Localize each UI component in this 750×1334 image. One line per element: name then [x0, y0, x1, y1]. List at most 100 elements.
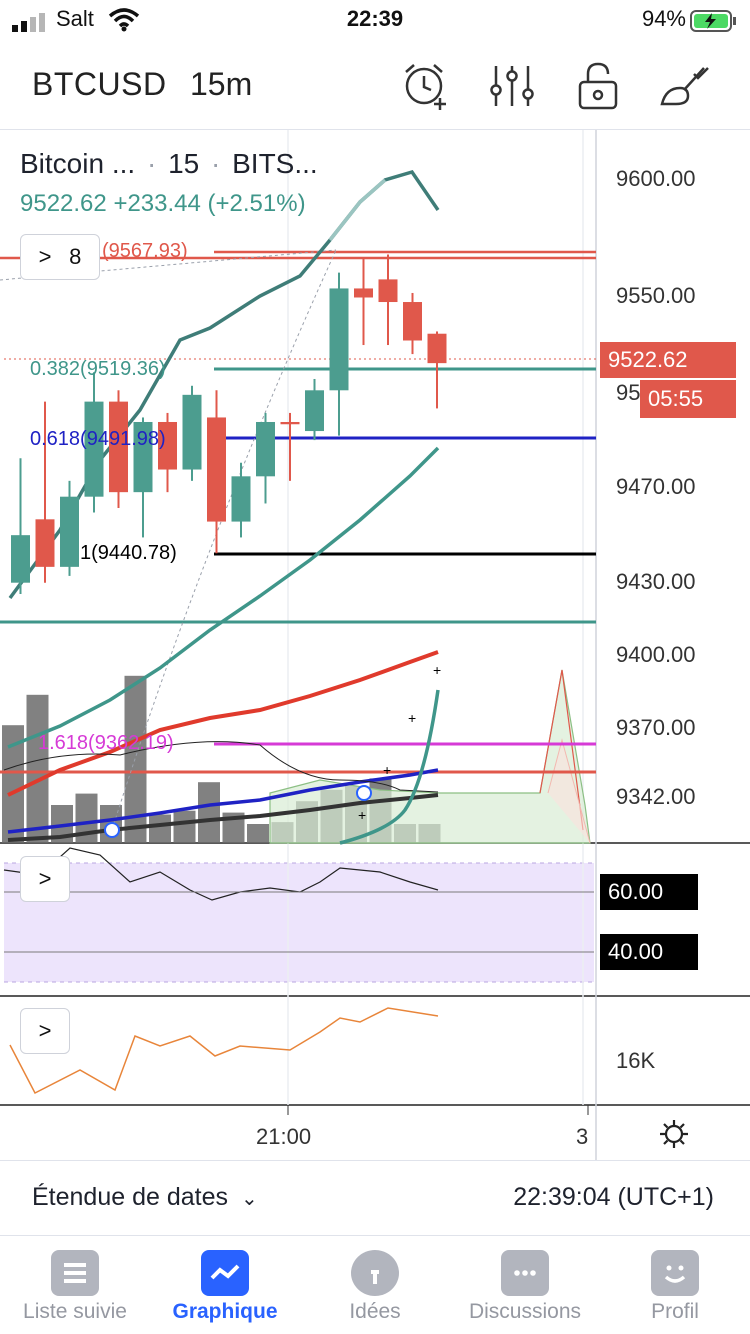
collapse-indicators-button[interactable]: > 8 — [20, 234, 100, 280]
rsi-line — [3, 847, 439, 901]
last-price-tag: 9522.62 — [600, 342, 736, 378]
nav-label: Profil — [651, 1300, 699, 1323]
wifi-icon — [108, 8, 140, 32]
candle-body — [182, 394, 202, 470]
rsi-lower-tag: 40.00 — [600, 934, 698, 970]
chart-icon — [201, 1250, 249, 1296]
date-range-label: Étendue de dates — [32, 1183, 228, 1211]
lower-band-line — [7, 446, 440, 749]
date-range-button[interactable]: Étendue de dates ⌄ — [32, 1183, 258, 1212]
alarm-add-icon[interactable] — [400, 60, 452, 112]
battery-charging-icon — [690, 10, 736, 32]
unlock-icon[interactable] — [572, 60, 624, 112]
thin-black-line — [3, 741, 439, 793]
rsi-band — [4, 863, 594, 982]
legend-last-price: 9522.62 — [20, 190, 107, 217]
candle-body — [133, 421, 153, 493]
candle-body — [280, 421, 300, 425]
volume-bar — [124, 675, 147, 843]
candle-body — [403, 302, 422, 341]
price-axis-label: 95 — [616, 380, 641, 405]
volume-pane-toggle-button[interactable]: > — [20, 1008, 70, 1054]
nav-ideas[interactable]: Idées — [300, 1236, 450, 1334]
chart-settings-gear-icon[interactable] — [658, 1118, 690, 1150]
bottom-navigation: Liste suivie Graphique Idées Discussions… — [0, 1236, 750, 1334]
chart-header: BTCUSD 15m — [0, 44, 750, 130]
candle-body — [231, 476, 251, 522]
price-axis-label: 9400.00 — [616, 642, 696, 667]
red-ma-line — [7, 650, 439, 797]
cellular-signal-icon — [12, 13, 45, 32]
nav-chart[interactable]: Graphique — [150, 1236, 300, 1334]
chevron-down-icon: ⌄ — [240, 1188, 258, 1210]
time-axis-label: 21:00 — [256, 1124, 312, 1149]
candle-body — [256, 421, 275, 477]
lightbulb-icon — [351, 1250, 399, 1296]
candle-body — [329, 288, 349, 391]
interval-button[interactable]: 15m — [190, 66, 253, 102]
nav-watchlist[interactable]: Liste suivie — [0, 1236, 150, 1334]
legend-change: +233.44 — [113, 190, 201, 217]
candle-body — [109, 401, 128, 493]
chat-bubble-icon — [501, 1250, 549, 1296]
candle-body — [60, 496, 79, 567]
chevron-right-icon: > — [38, 1018, 52, 1043]
candle-body — [305, 390, 324, 432]
candle-countdown-tag: 05:55 — [640, 380, 736, 418]
blue-ma-line — [7, 768, 439, 834]
volume-bar — [173, 810, 196, 843]
carrier-name: Salt — [56, 6, 94, 31]
candle-body — [84, 401, 104, 497]
chart-legend[interactable]: Bitcoin ... · 15 · BITS... 9522.62 +233.… — [20, 148, 318, 218]
indicator-count: 8 — [69, 244, 82, 269]
fib-label-0: (9567.93) — [102, 240, 188, 262]
time-axis-label: 3 — [576, 1124, 589, 1149]
svg-text:+: + — [408, 710, 416, 726]
nav-profile[interactable]: Profil — [600, 1236, 750, 1334]
volume-bar — [198, 782, 220, 843]
timezone-clock[interactable]: 22:39:04 (UTC+1) — [513, 1183, 714, 1211]
candle-body — [11, 535, 30, 583]
volume-bar — [247, 824, 269, 843]
price-axis-label: 9550.00 — [616, 283, 696, 308]
black-ma-line — [7, 793, 439, 842]
volume-bar — [2, 725, 24, 843]
legend-title[interactable]: Bitcoin ... · 15 · BITS... — [20, 148, 318, 179]
price-chart[interactable]: + + + + — [0, 130, 750, 1160]
fib-label-0382: 0.382(9519.36) — [30, 358, 166, 380]
chart-area[interactable]: + + + + Bitcoin ... · 15 · BITS... 9522.… — [0, 130, 750, 1160]
svg-text:+: + — [433, 662, 441, 678]
volume-bar — [26, 694, 49, 843]
price-axis-label: 9370.00 — [616, 715, 696, 740]
rsi-pane-toggle-button[interactable]: > — [20, 856, 70, 902]
nav-label: Idées — [349, 1300, 401, 1323]
candle-body — [35, 519, 55, 567]
legend-symbol-name: Bitcoin ... — [20, 148, 136, 179]
price-axis-label: 9600.00 — [616, 166, 696, 191]
watchlist-icon — [51, 1250, 99, 1296]
drawing-brush-icon[interactable] — [658, 60, 710, 112]
date-range-bar: Étendue de dates ⌄ 22:39:04 (UTC+1) — [0, 1160, 750, 1236]
nav-label: Liste suivie — [23, 1300, 127, 1323]
legend-exchange: BITS... — [232, 148, 318, 179]
candle-body — [427, 333, 447, 364]
legend-change-pct: (+2.51%) — [207, 190, 306, 217]
nav-label: Graphique — [172, 1300, 278, 1323]
candles — [11, 254, 447, 595]
rsi-upper-tag: 60.00 — [600, 874, 698, 910]
legend-interval: 15 — [168, 148, 200, 179]
svg-text:+: + — [358, 807, 366, 823]
fib-label-0618: 0.618(9491.98) — [30, 428, 166, 450]
candle-body — [207, 417, 226, 522]
fib-label-1618: 1.618(9362.19) — [38, 732, 174, 754]
volume-line — [9, 1007, 439, 1095]
price-axis-label: 9342.00 — [616, 784, 696, 809]
status-time: 22:39 — [346, 6, 404, 31]
fib-label-1: 1(9440.78) — [80, 542, 177, 564]
indicators-sliders-icon[interactable] — [486, 60, 538, 112]
price-axis-label: 9430.00 — [616, 569, 696, 594]
nav-discussions[interactable]: Discussions — [450, 1236, 600, 1334]
symbol-button[interactable]: BTCUSD — [32, 66, 167, 102]
candle-body — [158, 421, 177, 470]
status-bar: Salt 22:39 94% — [0, 0, 750, 44]
